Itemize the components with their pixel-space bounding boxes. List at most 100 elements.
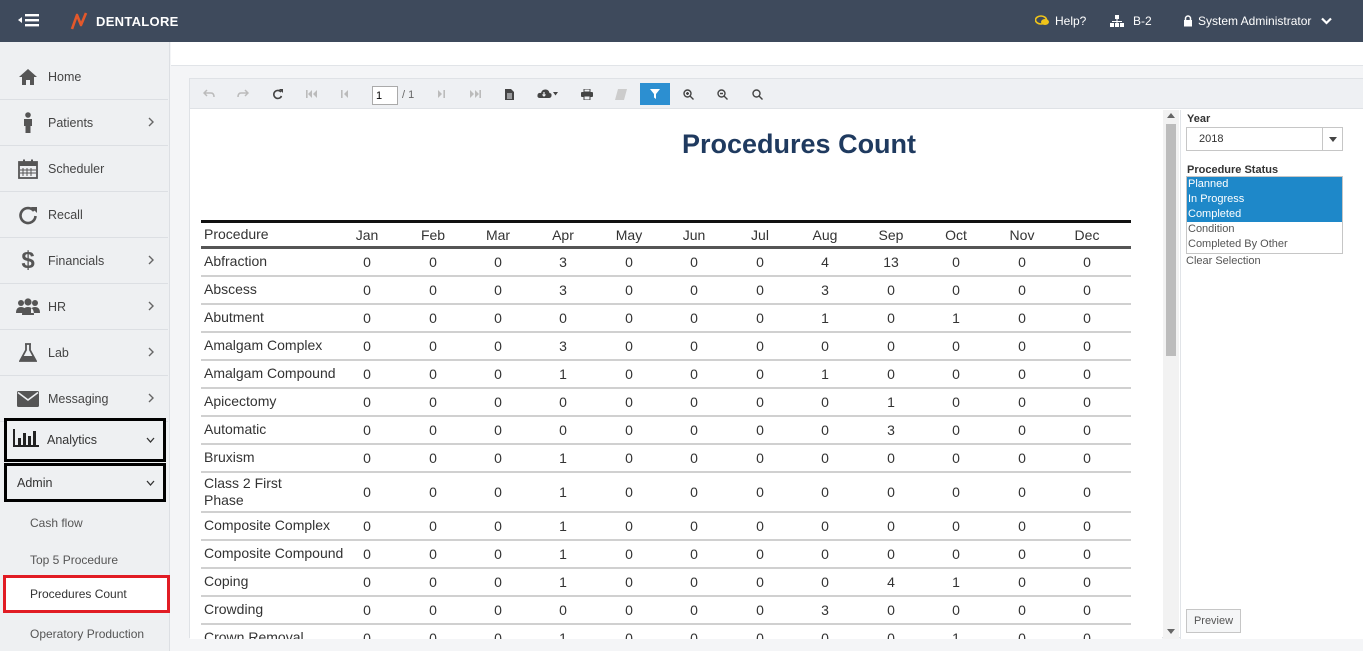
preview-button[interactable]: Preview bbox=[1186, 609, 1241, 633]
count-cell: 0 bbox=[429, 254, 437, 270]
count-cell: 0 bbox=[756, 310, 764, 326]
procedure-name-cell: Abfraction bbox=[204, 253, 268, 270]
sidebar-item-messaging[interactable]: Messaging bbox=[0, 376, 168, 422]
sidebar-link-operatory-production[interactable]: Operatory Production bbox=[30, 627, 145, 641]
count-cell: 0 bbox=[690, 422, 698, 438]
sidebar-link-top-5-procedure[interactable]: Top 5 Procedure bbox=[30, 553, 119, 567]
scroll-down-icon bbox=[1167, 629, 1175, 634]
count-cell: 0 bbox=[952, 484, 960, 500]
brand-logo[interactable]: DENTALORE bbox=[70, 10, 179, 32]
refresh-button[interactable] bbox=[264, 84, 290, 104]
procedure-status-listbox[interactable]: Planned In Progress Completed Condition Comp… bbox=[1186, 176, 1343, 254]
count-cell: 0 bbox=[821, 338, 829, 354]
sidebar-item-financials[interactable]: $ Financials bbox=[0, 238, 168, 284]
count-cell: 1 bbox=[821, 310, 829, 326]
count-cell: 0 bbox=[1018, 630, 1026, 639]
count-cell: 0 bbox=[690, 574, 698, 590]
count-cell: 0 bbox=[1083, 484, 1091, 500]
sidebar-item-admin[interactable]: Admin bbox=[4, 463, 166, 502]
page-number-input[interactable] bbox=[372, 86, 398, 105]
count-cell: 1 bbox=[559, 630, 567, 639]
count-cell: 1 bbox=[952, 310, 960, 326]
count-cell: 0 bbox=[887, 338, 895, 354]
count-cell: 0 bbox=[494, 394, 502, 410]
sidebar-item-scheduler[interactable]: Scheduler bbox=[0, 146, 168, 192]
count-cell: 3 bbox=[559, 282, 567, 298]
table-row: Abscess 0 0 0 3 0 0 0 3 0 0 0 0 bbox=[201, 277, 1131, 305]
branch-selector[interactable]: B-2 bbox=[1110, 0, 1152, 42]
count-cell: 0 bbox=[690, 394, 698, 410]
count-cell: 0 bbox=[429, 602, 437, 618]
search-icon bbox=[751, 88, 763, 100]
first-page-button[interactable] bbox=[299, 84, 325, 104]
sidebar-item-hr[interactable]: HR bbox=[0, 284, 168, 330]
sidebar-link-cash-flow[interactable]: Cash flow bbox=[30, 516, 83, 530]
count-cell: 1 bbox=[821, 366, 829, 382]
count-cell: 0 bbox=[494, 602, 502, 618]
table-row: Amalgam Complex 0 0 0 3 0 0 0 0 0 0 0 0 bbox=[201, 333, 1131, 361]
table-header: Procedure Jan Feb Mar Apr May Jun Jul Aug Sep Oct N… bbox=[201, 223, 1131, 249]
person-icon bbox=[16, 111, 40, 135]
count-cell: 0 bbox=[690, 630, 698, 639]
sidebar-item-analytics[interactable]: Analytics bbox=[4, 418, 166, 462]
procedure-name-cell: Automatic bbox=[204, 421, 267, 438]
clear-selection-link[interactable]: Clear Selection bbox=[1186, 255, 1261, 267]
count-cell: 0 bbox=[1083, 310, 1091, 326]
count-cell: 0 bbox=[952, 546, 960, 562]
table-row: Class 2 First Phase 0 0 0 1 0 0 0 0 0 0 0 0 bbox=[201, 473, 1131, 513]
zoom-in-icon bbox=[682, 88, 694, 100]
count-cell: 0 bbox=[429, 546, 437, 562]
page-total-label: / 1 bbox=[402, 89, 415, 101]
undo-button[interactable] bbox=[196, 84, 222, 104]
count-cell: 1 bbox=[952, 630, 960, 639]
year-select[interactable]: 2018 bbox=[1186, 127, 1343, 151]
sidebar-item-home[interactable]: Home bbox=[0, 54, 168, 100]
top-bar: DENTALORE Help? B-2 System Administrator bbox=[0, 0, 1363, 42]
menu-toggle-icon[interactable] bbox=[18, 12, 40, 28]
table-row: Bruxism 0 0 0 1 0 0 0 0 0 0 0 0 bbox=[201, 445, 1131, 473]
count-cell: 3 bbox=[887, 422, 895, 438]
count-cell: 0 bbox=[625, 546, 633, 562]
status-option[interactable]: Completed bbox=[1187, 207, 1342, 222]
count-cell: 0 bbox=[1018, 546, 1026, 562]
status-option[interactable]: Completed By Other bbox=[1188, 238, 1288, 250]
count-cell: 0 bbox=[690, 518, 698, 534]
zoom-out-button[interactable] bbox=[709, 84, 735, 104]
users-icon bbox=[16, 295, 40, 319]
print-layout-button[interactable] bbox=[608, 84, 634, 104]
status-option[interactable]: In Progress bbox=[1187, 192, 1342, 207]
year-label: Year bbox=[1187, 113, 1211, 125]
count-cell: 0 bbox=[756, 484, 764, 500]
count-cell: 0 bbox=[1083, 630, 1091, 639]
report-scrollbar[interactable] bbox=[1163, 110, 1179, 639]
print-button[interactable] bbox=[574, 84, 600, 104]
sidebar-link-procedures-count[interactable]: Procedures Count bbox=[3, 575, 170, 613]
search-button[interactable] bbox=[744, 84, 770, 104]
zoom-in-button[interactable] bbox=[675, 84, 701, 104]
user-menu[interactable]: System Administrator bbox=[1183, 0, 1337, 42]
status-option[interactable]: Condition bbox=[1188, 223, 1235, 235]
procedure-name-cell: Composite Complex bbox=[204, 517, 331, 534]
sidebar-item-recall[interactable]: Recall bbox=[0, 192, 168, 238]
help-link[interactable]: Help? bbox=[1035, 0, 1086, 42]
document-button[interactable] bbox=[496, 84, 522, 104]
user-name: System Administrator bbox=[1198, 14, 1312, 28]
envelope-icon bbox=[16, 387, 40, 411]
count-cell: 1 bbox=[952, 574, 960, 590]
status-option[interactable]: Planned bbox=[1187, 177, 1342, 192]
count-cell: 0 bbox=[494, 518, 502, 534]
chevron-right-icon bbox=[148, 347, 154, 357]
sidebar-item-lab[interactable]: Lab bbox=[0, 330, 168, 376]
count-cell: 0 bbox=[756, 630, 764, 639]
chevron-down-icon bbox=[146, 437, 155, 443]
procedures-table: Procedure Jan Feb Mar Apr May Jun Jul Aug Sep Oct N… bbox=[201, 220, 1131, 639]
last-page-button[interactable] bbox=[462, 84, 488, 104]
export-button[interactable] bbox=[533, 84, 563, 104]
previous-page-button[interactable] bbox=[332, 84, 358, 104]
redo-button[interactable] bbox=[230, 84, 256, 104]
filter-button[interactable] bbox=[640, 83, 670, 105]
scrollbar-thumb[interactable] bbox=[1166, 124, 1176, 356]
sidebar-item-patients[interactable]: Patients bbox=[0, 100, 168, 146]
next-page-button[interactable] bbox=[428, 84, 454, 104]
flask-icon bbox=[16, 341, 40, 365]
